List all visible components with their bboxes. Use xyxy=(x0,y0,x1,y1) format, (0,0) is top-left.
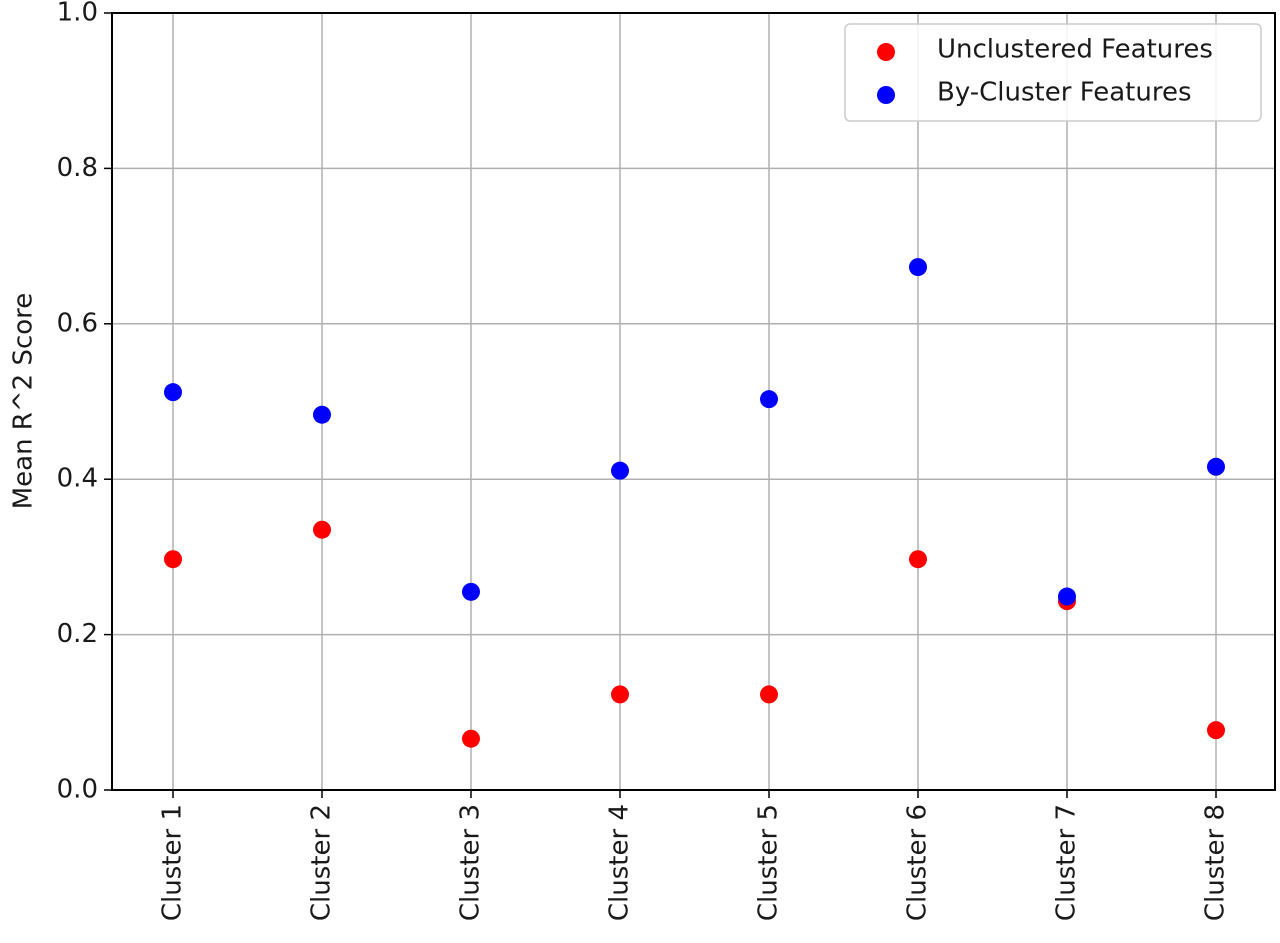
x-tick-label: Cluster 7 xyxy=(1052,804,1082,921)
x-tick-label: Cluster 1 xyxy=(158,804,188,921)
data-point-series-2 xyxy=(462,582,480,601)
legend-box xyxy=(844,23,1262,122)
y-tick-label: 0.0 xyxy=(57,775,98,805)
legend-marker xyxy=(877,43,895,61)
legend: Unclustered Features By-Cluster Features xyxy=(844,23,1262,122)
data-point-series-2 xyxy=(1207,457,1225,476)
data-point-series-1 xyxy=(909,550,927,569)
plot-frame xyxy=(111,12,1276,791)
y-tick-label: 0.2 xyxy=(57,619,98,649)
data-point-series-2 xyxy=(760,390,778,409)
data-point-series-1 xyxy=(313,520,331,539)
data-point-series-1 xyxy=(462,729,480,748)
y-axis-label: Mean R^2 Score xyxy=(9,293,39,510)
y-tick-label: 1.0 xyxy=(57,0,98,28)
data-point-series-2 xyxy=(164,383,182,402)
legend-marker xyxy=(877,86,895,104)
x-tick-label: Cluster 6 xyxy=(903,804,933,921)
legend-label: By-Cluster Features xyxy=(937,78,1192,108)
points-layer xyxy=(164,258,1225,748)
x-tick-label: Cluster 3 xyxy=(456,804,486,921)
x-tick-label: Cluster 5 xyxy=(754,804,784,921)
data-point-series-2 xyxy=(611,461,629,480)
data-point-series-1 xyxy=(1207,721,1225,740)
x-tick-label: Cluster 2 xyxy=(307,804,337,921)
grid-layer xyxy=(112,12,1275,791)
y-tick-label: 0.8 xyxy=(57,153,98,183)
x-tick-label: Cluster 8 xyxy=(1201,804,1231,921)
y-tick-label: 0.4 xyxy=(57,464,98,494)
data-point-series-2 xyxy=(909,258,927,277)
y-tick-label: 0.6 xyxy=(57,308,98,338)
x-tick-label: Cluster 4 xyxy=(605,804,635,921)
data-point-series-1 xyxy=(760,685,778,704)
legend-label: Unclustered Features xyxy=(937,35,1213,65)
data-point-series-2 xyxy=(1058,587,1076,606)
ticks-layer: 0.0 0.2 0.4 0.6 0.8 1.0 Cluster 1 Cluster 2 Clus… xyxy=(57,0,1231,921)
data-point-series-2 xyxy=(313,405,331,424)
data-point-series-1 xyxy=(164,550,182,569)
data-point-series-1 xyxy=(611,685,629,704)
